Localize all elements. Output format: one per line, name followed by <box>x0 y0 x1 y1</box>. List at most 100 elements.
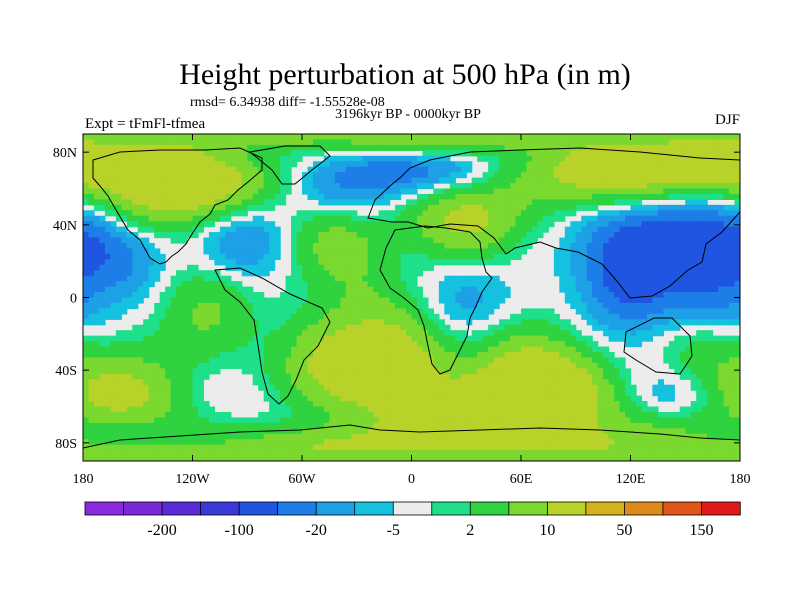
anomaly-cell <box>126 215 133 222</box>
anomaly-cell <box>438 150 445 157</box>
anomaly-cell <box>121 379 128 386</box>
anomaly-cell <box>137 210 144 217</box>
anomaly-cell <box>570 286 577 293</box>
anomaly-cell <box>723 166 730 173</box>
anomaly-cell <box>586 161 593 168</box>
anomaly-cell <box>203 193 210 200</box>
anomaly-cell <box>679 166 686 173</box>
anomaly-cell <box>625 302 632 309</box>
anomaly-cell <box>362 193 369 200</box>
anomaly-cell <box>515 177 522 184</box>
anomaly-cell <box>269 226 276 233</box>
anomaly-cell <box>679 281 686 288</box>
anomaly-cell <box>121 357 128 364</box>
anomaly-cell <box>93 259 101 266</box>
anomaly-cell <box>192 368 199 375</box>
anomaly-cell <box>93 253 101 260</box>
anomaly-cell <box>104 199 111 206</box>
anomaly-cell <box>411 172 418 179</box>
anomaly-cell <box>718 139 725 146</box>
anomaly-cell <box>176 183 183 190</box>
anomaly-cell <box>570 150 577 157</box>
anomaly-cell <box>548 193 555 200</box>
anomaly-cell <box>192 166 199 173</box>
anomaly-cell <box>214 302 221 309</box>
anomaly-cell <box>148 150 155 157</box>
anomaly-cell <box>411 155 418 162</box>
anomaly-cell <box>625 253 632 260</box>
anomaly-cell <box>729 335 736 342</box>
anomaly-cell <box>373 199 380 206</box>
anomaly-cell <box>581 286 588 293</box>
anomaly-cell <box>411 270 418 277</box>
anomaly-cell <box>696 166 703 173</box>
anomaly-cell <box>258 253 265 260</box>
anomaly-cell <box>170 204 177 211</box>
anomaly-cell <box>165 210 172 217</box>
anomaly-cell <box>488 368 495 375</box>
anomaly-cell <box>674 134 681 141</box>
anomaly-cell <box>444 379 451 386</box>
anomaly-cell <box>143 324 150 331</box>
anomaly-cell <box>690 319 697 326</box>
anomaly-cell <box>192 188 199 195</box>
anomaly-cell <box>641 259 648 266</box>
anomaly-cell <box>208 308 215 315</box>
anomaly-cell <box>679 172 686 179</box>
anomaly-cell <box>438 144 445 151</box>
anomaly-cell <box>586 199 593 206</box>
anomaly-cell <box>143 215 150 222</box>
anomaly-cell <box>674 155 681 162</box>
anomaly-cell <box>444 139 451 146</box>
anomaly-cell <box>597 270 604 277</box>
anomaly-cell <box>449 297 456 304</box>
anomaly-cell <box>510 204 517 211</box>
anomaly-cell <box>433 335 440 342</box>
anomaly-cell <box>143 390 150 397</box>
anomaly-cell <box>154 150 161 157</box>
anomaly-cell <box>471 144 478 151</box>
anomaly-cell <box>99 368 106 375</box>
anomaly-cell <box>132 248 139 255</box>
anomaly-cell <box>208 286 215 293</box>
anomaly-cell <box>696 357 703 364</box>
anomaly-cell <box>104 352 111 359</box>
anomaly-cell <box>416 199 424 206</box>
anomaly-cell <box>323 232 330 239</box>
anomaly-cell <box>345 226 352 233</box>
anomaly-cell <box>83 144 90 151</box>
anomaly-cell <box>285 346 292 353</box>
anomaly-cell <box>707 243 714 250</box>
anomaly-cell <box>657 384 664 391</box>
anomaly-cell <box>323 188 330 195</box>
anomaly-cell <box>526 134 533 141</box>
anomaly-cell <box>422 319 429 326</box>
anomaly-cell <box>389 379 396 386</box>
anomaly-cell <box>312 253 320 260</box>
anomaly-cell <box>307 243 314 250</box>
anomaly-cell <box>729 232 736 239</box>
anomaly-cell <box>203 144 210 151</box>
anomaly-cell <box>197 177 205 184</box>
anomaly-cell <box>296 297 303 304</box>
anomaly-cell <box>291 357 298 364</box>
anomaly-cell <box>351 302 358 309</box>
anomaly-cell <box>482 204 489 211</box>
anomaly-cell <box>581 204 588 211</box>
anomaly-cell <box>88 177 95 184</box>
anomaly-cell <box>482 292 489 299</box>
anomaly-cell <box>83 281 90 288</box>
anomaly-cell <box>707 297 714 304</box>
anomaly-cell <box>126 237 133 244</box>
anomaly-cell <box>488 155 495 162</box>
anomaly-cell <box>630 384 637 391</box>
anomaly-cell <box>422 204 429 211</box>
anomaly-cell <box>373 253 380 260</box>
anomaly-cell <box>323 144 330 151</box>
anomaly-cell <box>575 150 582 157</box>
anomaly-cell <box>208 253 215 260</box>
anomaly-cell <box>225 134 232 141</box>
anomaly-cell <box>121 177 128 184</box>
anomaly-cell <box>581 297 588 304</box>
anomaly-cell <box>181 134 188 141</box>
